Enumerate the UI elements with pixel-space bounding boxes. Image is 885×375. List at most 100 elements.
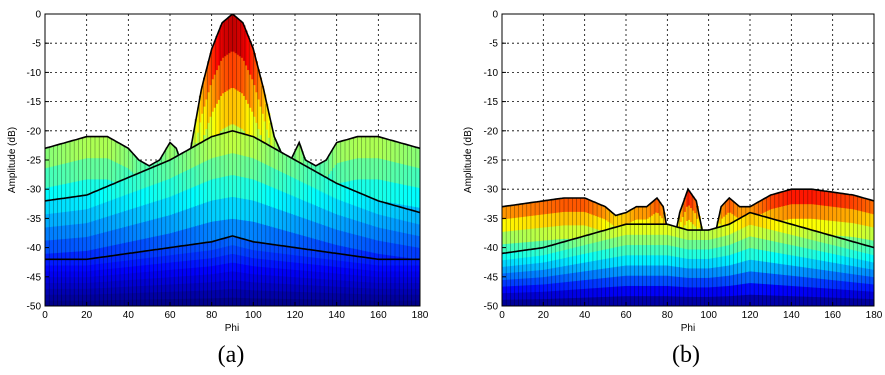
surface-cell [236, 153, 240, 177]
surface-cell [504, 206, 507, 220]
surface-cell [278, 275, 281, 284]
surface-cell [78, 237, 81, 252]
surface-cell [345, 187, 348, 203]
surface-cell [564, 211, 567, 226]
surface-cell [247, 256, 250, 266]
surface-cell [199, 143, 202, 164]
surface-cell [203, 202, 206, 224]
surface-cell [188, 267, 192, 276]
surface-cell [213, 281, 217, 291]
surface-cell [105, 287, 108, 295]
surface-cell [142, 221, 146, 239]
surface-cell [405, 265, 408, 272]
surface-cell [351, 261, 354, 269]
surface-cell [401, 163, 404, 185]
surface-cell [180, 191, 183, 212]
surface-cell [78, 270, 81, 278]
surface-cell [510, 243, 513, 257]
surface-cell [390, 242, 394, 256]
surface-cell [234, 131, 238, 154]
surface-cell [290, 276, 294, 285]
surface-cell [559, 225, 563, 240]
surface-cell [153, 183, 156, 202]
surface-cell [76, 223, 79, 238]
surface-cell [297, 248, 300, 256]
surface-cell [278, 290, 281, 299]
surface-cell [65, 224, 69, 239]
surface-cell [165, 161, 169, 180]
surface-cell [355, 274, 358, 282]
surface-cell [290, 232, 294, 251]
surface-cell [320, 174, 323, 192]
surface-cell [236, 254, 240, 264]
surface-cell [249, 41, 252, 75]
surface-cell [205, 69, 208, 100]
surface-cell [174, 276, 177, 285]
surface-cell [382, 265, 385, 272]
surface-cell [232, 236, 235, 246]
surface-cell [99, 136, 102, 159]
surface-cell [186, 228, 190, 248]
surface-cell [395, 288, 398, 295]
surface-cell [249, 157, 252, 179]
surface-cell [90, 264, 94, 271]
surface-cell [272, 252, 275, 261]
surface-cell [303, 277, 306, 285]
surface-cell [211, 289, 215, 299]
surface-cell [295, 276, 298, 285]
surface-cell [132, 191, 135, 209]
surface-cell [213, 297, 217, 306]
surface-cell [359, 269, 363, 276]
surface-cell [57, 282, 60, 289]
surface-cell [188, 298, 192, 306]
surface-cell [255, 159, 258, 181]
surface-cell [245, 156, 248, 178]
surface-cell [49, 288, 52, 295]
surface-cell [303, 182, 306, 201]
surface-cell [232, 288, 235, 298]
surface-cell [157, 164, 160, 183]
surface-cell [136, 279, 140, 287]
surface-cell [109, 159, 113, 181]
surface-cell [401, 276, 404, 284]
surface-cell [182, 290, 185, 299]
surface-cell [247, 103, 250, 138]
surface-cell [326, 252, 329, 260]
surface-cell [374, 282, 377, 289]
surface-cell [234, 218, 238, 242]
surface-cell [242, 280, 246, 290]
surface-cell [215, 135, 219, 157]
surface-cell [403, 143, 406, 165]
y-tick-label: -40 [27, 243, 42, 254]
surface-cell [399, 294, 402, 301]
surface-cell [382, 276, 385, 284]
surface-cell [282, 260, 285, 269]
surface-cell [80, 276, 83, 284]
surface-cell [309, 249, 313, 258]
surface-cell [188, 207, 192, 228]
surface-cell [70, 270, 73, 278]
surface-cell [330, 259, 333, 267]
surface-cell [284, 298, 288, 306]
surface-cell [74, 259, 77, 266]
surface-cell [340, 299, 344, 306]
surface-cell [120, 280, 123, 288]
surface-cell [514, 242, 517, 256]
surface-cell [514, 217, 517, 231]
surface-cell [213, 178, 217, 201]
surface-cell [84, 250, 88, 265]
surface-cell [240, 133, 244, 156]
surface-cell [374, 300, 377, 306]
surface-cell [124, 210, 127, 227]
surface-cell [514, 204, 517, 218]
surface-cell [251, 273, 254, 283]
surface-cell [359, 193, 363, 208]
surface-cell [197, 144, 200, 165]
surface-cell [95, 287, 98, 295]
surface-cell [276, 252, 279, 261]
surface-cell [547, 200, 550, 214]
surface-cell [232, 51, 235, 89]
surface-cell [232, 262, 235, 272]
surface-cell [53, 282, 56, 289]
surface-cell [220, 220, 223, 242]
